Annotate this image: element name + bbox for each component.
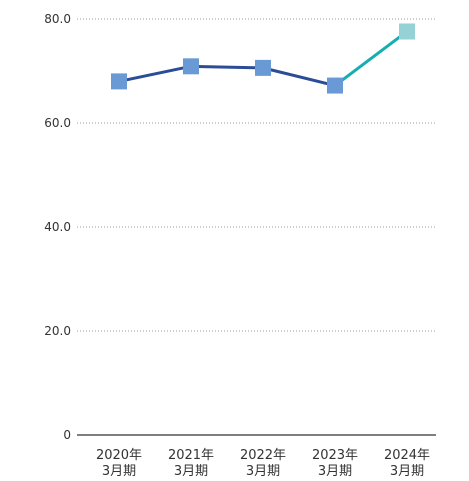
series-lines (118, 30, 408, 88)
y-tick-label: 20.0 (44, 324, 71, 338)
data-point-marker (255, 59, 271, 76)
series-markers (111, 23, 415, 94)
y-tick-label: 80.0 (44, 12, 71, 26)
series-line-latest (334, 30, 408, 87)
y-tick-label: 40.0 (44, 220, 71, 234)
x-tick-label: 2020年 3月期 (96, 448, 142, 479)
data-point-marker (183, 58, 199, 75)
data-point-marker (399, 23, 415, 40)
series-line-main (118, 64, 336, 88)
x-tick-label: 2024年 3月期 (384, 448, 430, 479)
y-tick-label: 60.0 (44, 116, 71, 130)
data-point-marker (327, 77, 343, 94)
x-tick-label: 2023年 3月期 (312, 448, 358, 479)
x-axis-labels: 2020年 3月期 2021年 3月期 2022年 3月期 2023年 3月期 2024年 3月期 (96, 448, 430, 479)
y-tick-label: 0 (63, 428, 71, 442)
x-tick-label: 2021年 3月期 (168, 448, 214, 479)
x-tick-label: 2022年 3月期 (240, 448, 286, 479)
data-point-marker (111, 73, 127, 90)
y-axis-ticks: 0 20.0 40.0 60.0 80.0 (44, 12, 71, 442)
